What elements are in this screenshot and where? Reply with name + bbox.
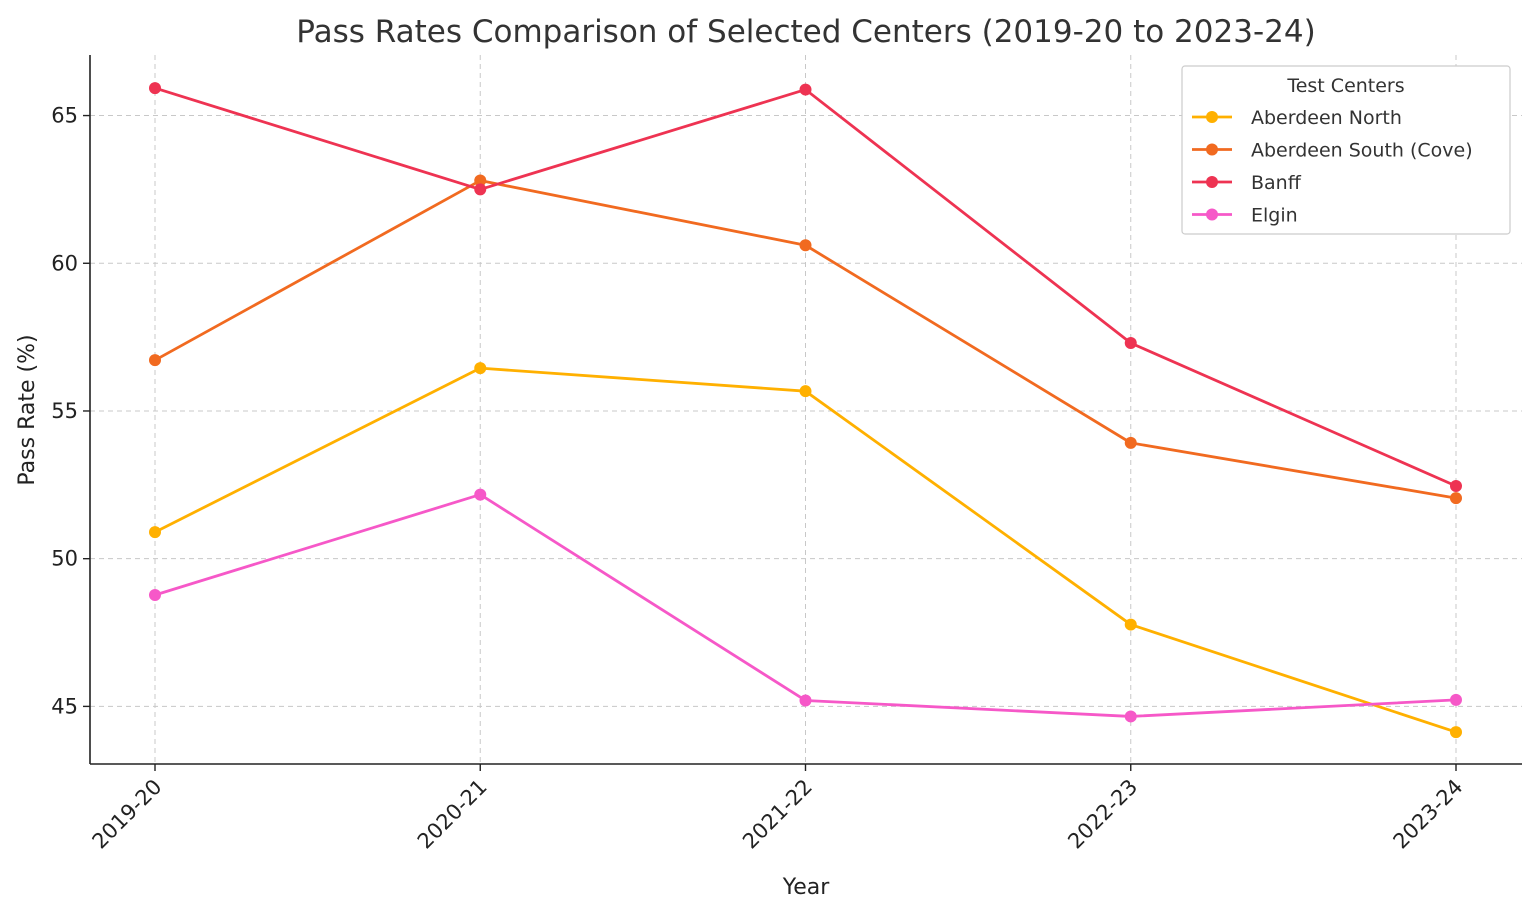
legend-label: Aberdeen North bbox=[1251, 107, 1402, 129]
x-tick-label: 2020-21 bbox=[413, 775, 492, 854]
legend-swatch-marker bbox=[1206, 111, 1218, 123]
series-aberdeen-south-cove bbox=[149, 174, 1462, 505]
legend-item-aberdeen-north: Aberdeen North bbox=[1192, 107, 1402, 129]
chart-title: Pass Rates Comparison of Selected Center… bbox=[296, 14, 1315, 50]
data-point-aberdeen-north bbox=[149, 526, 161, 539]
legend-items: Aberdeen North Aberdeen South (Cove) Banff… bbox=[1192, 107, 1473, 227]
legend-item-aberdeen-south-cove: Aberdeen South (Cove) bbox=[1192, 140, 1473, 162]
data-point-elgin bbox=[1450, 693, 1462, 706]
data-point-aberdeen-north bbox=[474, 362, 487, 375]
data-point-aberdeen-north bbox=[799, 385, 812, 398]
y-tick-label: 55 bbox=[51, 399, 78, 423]
data-point-banff bbox=[1450, 480, 1462, 493]
x-tick-label: 2019-20 bbox=[88, 775, 167, 854]
y-axis-label: Pass Rate (%) bbox=[15, 334, 40, 485]
data-point-elgin bbox=[149, 589, 161, 602]
data-point-banff bbox=[1124, 337, 1137, 350]
legend-item-banff: Banff bbox=[1192, 172, 1302, 194]
legend-label: Aberdeen South (Cove) bbox=[1251, 140, 1473, 162]
series-banff bbox=[149, 82, 1462, 493]
data-point-banff bbox=[149, 82, 161, 95]
x-tick-label: 2021-22 bbox=[738, 775, 817, 854]
series-aberdeen-north bbox=[149, 362, 1462, 739]
legend-swatch-marker bbox=[1206, 176, 1218, 188]
data-point-aberdeen-north bbox=[1450, 726, 1462, 739]
legend-box bbox=[1181, 65, 1511, 235]
data-point-elgin bbox=[1124, 710, 1137, 723]
legend-swatch-marker bbox=[1206, 143, 1218, 156]
legend-item-elgin: Elgin bbox=[1192, 205, 1298, 227]
data-point-elgin bbox=[474, 488, 487, 501]
x-ticks: 2019-20 2020-21 2021-22 2022-23 2023-24 bbox=[88, 764, 1468, 854]
data-point-aberdeen-south-cove bbox=[474, 174, 487, 187]
y-ticks: 45 50 55 60 65 bbox=[51, 104, 90, 718]
y-tick-label: 50 bbox=[51, 547, 78, 571]
series-group bbox=[149, 82, 1462, 739]
y-tick-label: 65 bbox=[51, 104, 78, 128]
data-point-banff bbox=[474, 183, 487, 196]
y-tick-label: 45 bbox=[51, 694, 78, 718]
legend-swatch-marker bbox=[1206, 208, 1218, 221]
legend-label: Elgin bbox=[1251, 205, 1298, 227]
y-tick-label: 60 bbox=[51, 251, 78, 275]
x-tick-label: 2022-23 bbox=[1063, 775, 1142, 854]
x-axis-label: Year bbox=[782, 875, 831, 900]
data-point-elgin bbox=[799, 694, 812, 707]
series-elgin bbox=[149, 488, 1462, 723]
data-point-aberdeen-south-cove bbox=[1450, 492, 1462, 505]
data-point-aberdeen-south-cove bbox=[1124, 436, 1137, 449]
data-point-banff bbox=[799, 83, 812, 96]
data-point-aberdeen-south-cove bbox=[799, 239, 812, 252]
legend: Test Centers Aberdeen North Aberdeen Sout… bbox=[1181, 65, 1511, 235]
data-point-aberdeen-south-cove bbox=[149, 354, 161, 367]
data-point-aberdeen-north bbox=[1124, 618, 1137, 631]
x-tick-label: 2023-24 bbox=[1389, 775, 1468, 854]
legend-label: Banff bbox=[1251, 172, 1302, 194]
legend-title: Test Centers bbox=[1286, 75, 1404, 97]
